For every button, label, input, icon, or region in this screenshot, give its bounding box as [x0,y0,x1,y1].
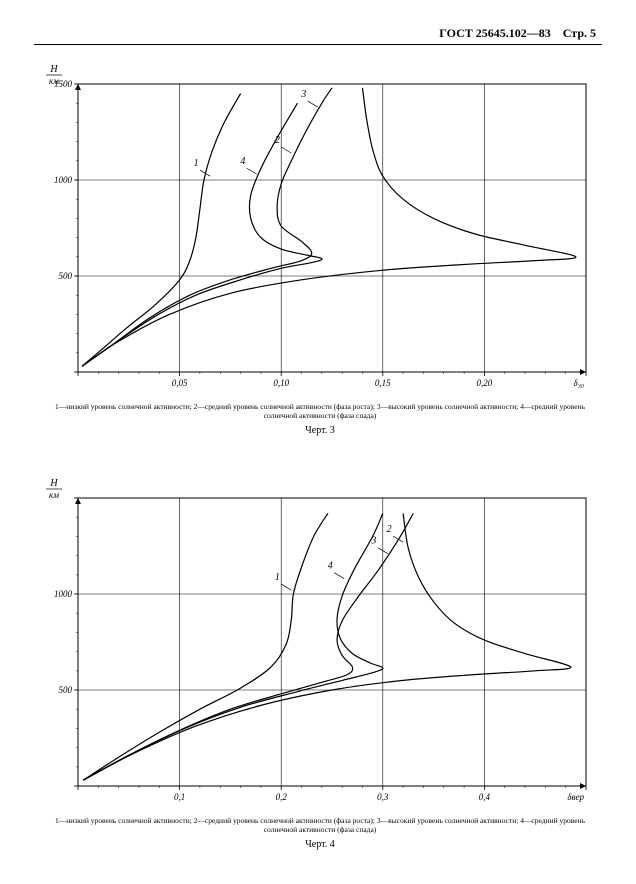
svg-text:4: 4 [328,561,333,572]
chart-3-figure-label: Черт. 3 [40,425,600,436]
chart-3: 0,050,100,150,20500100015001234Hкмδ₃₀ [40,56,600,396]
svg-text:H: H [49,64,58,75]
page-number: Стр. 5 [563,26,596,40]
svg-text:1: 1 [275,572,280,583]
chart-4-block: 0,1 0,2 0,3 0,4 500 1000 1 23 4 Hкм δвер 1—низкий … [40,470,600,850]
svg-text:2: 2 [275,135,280,146]
svg-text:2: 2 [387,524,392,535]
svg-text:500: 500 [59,685,73,695]
chart-3-block: 0,050,100,150,20500100015001234Hкмδ₃₀ 1—… [40,56,600,436]
svg-text:0,3: 0,3 [377,792,389,802]
svg-text:δ₃₀: δ₃₀ [574,378,584,388]
header-rule [34,44,602,45]
svg-text:4: 4 [240,156,245,167]
svg-text:0,2: 0,2 [276,792,288,802]
svg-text:0,1: 0,1 [174,792,185,802]
svg-text:1000: 1000 [54,589,73,599]
svg-text:1: 1 [194,158,199,169]
svg-text:0,20: 0,20 [477,378,493,388]
svg-text:0,15: 0,15 [375,378,391,388]
svg-text:км: км [49,76,59,86]
chart-3-legend: 1—низкий уровень солнечной активности; 2… [40,402,600,421]
svg-text:3: 3 [370,536,376,547]
svg-text:0,05: 0,05 [172,378,188,388]
svg-text:H: H [49,478,58,489]
doc-id: ГОСТ 25645.102—83 [439,26,551,40]
page-header: ГОСТ 25645.102—83 Стр. 5 [439,26,596,41]
svg-text:0,4: 0,4 [479,792,491,802]
svg-text:км: км [49,490,59,500]
svg-text:3: 3 [300,89,306,100]
svg-text:0,10: 0,10 [273,378,289,388]
chart-4-legend: 1—низкий уровень солнечной активности; 2… [40,816,600,835]
svg-text:500: 500 [59,271,73,281]
chart-4: 0,1 0,2 0,3 0,4 500 1000 1 23 4 Hкм δвер [40,470,600,810]
svg-text:δвер: δвер [567,792,584,802]
chart-4-figure-label: Черт. 4 [40,839,600,850]
svg-text:1000: 1000 [54,175,73,185]
